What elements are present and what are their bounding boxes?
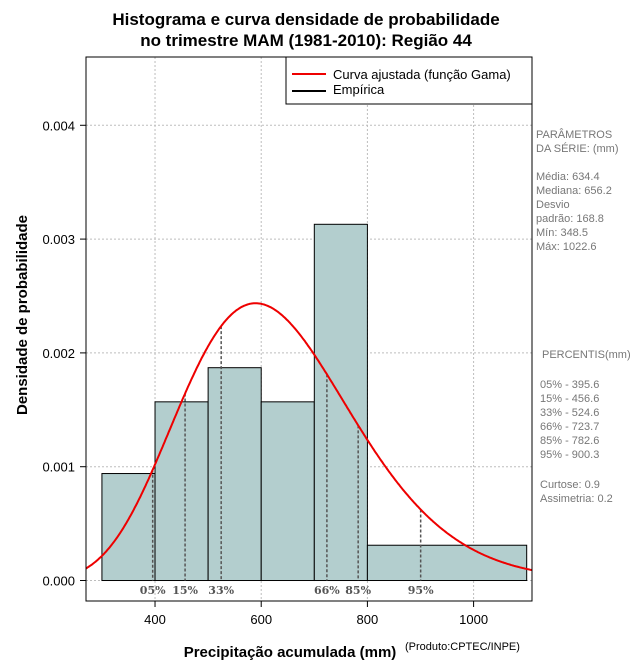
percentile-marker-label: 05% xyxy=(140,584,166,597)
histogram-bar xyxy=(260,401,315,582)
chart-title-line2: no trimestre MAM (1981-2010): Região 44 xyxy=(140,31,472,50)
x-axis: 400 600 800 1000 xyxy=(144,601,488,627)
percentil-15: 15% - 456.6 xyxy=(540,393,599,405)
histogram-bar xyxy=(366,544,528,582)
stat-mean: Média: 634.4 xyxy=(536,171,600,183)
stat-min: Mín: 348.5 xyxy=(536,227,588,239)
percentil-85: 85% - 782.6 xyxy=(540,435,599,447)
percentile-marker-label: 95% xyxy=(408,584,434,597)
y-axis-title: Densidade de probabilidade xyxy=(14,215,31,415)
percentile-markers: 05% 15% 33% 66% 85% 95% xyxy=(140,326,434,597)
histogram-bar xyxy=(101,473,156,582)
percentil-33: 33% - 524.6 xyxy=(540,407,599,419)
y-axis: 0.000 0.001 0.002 0.003 0.004 xyxy=(42,118,86,589)
histogram-bars xyxy=(101,223,528,582)
legend-box xyxy=(285,56,533,105)
stat-sd-value: padrão: 168.8 xyxy=(536,213,604,225)
y-tick-label: 0.004 xyxy=(42,118,75,133)
y-tick-label: 0.002 xyxy=(42,346,75,361)
percentile-marker-label: 66% xyxy=(314,584,340,597)
stat-median: Mediana: 656.2 xyxy=(536,185,612,197)
x-tick-label: 400 xyxy=(144,612,166,627)
legend-label-fit: Curva ajustada (função Gama) xyxy=(333,67,511,82)
x-tick-label: 800 xyxy=(357,612,379,627)
y-tick-label: 0.001 xyxy=(42,460,75,475)
chart-title-line1: Histograma e curva densidade de probabil… xyxy=(112,10,499,29)
params-title-2: DA SÉRIE: (mm) xyxy=(536,142,619,155)
gamma-fit-curve xyxy=(85,302,533,572)
percentile-marker-label: 85% xyxy=(345,584,371,597)
stat-sd-label: Desvio xyxy=(536,199,570,211)
histogram-bar xyxy=(313,223,368,582)
legend: Curva ajustada (função Gama) Empírica xyxy=(285,56,533,105)
x-tick-label: 1000 xyxy=(459,612,488,627)
skewness: Assimetria: 0.2 xyxy=(540,493,613,505)
percentis-title: PERCENTIS(mm) xyxy=(542,349,631,361)
legend-label-empirical: Empírica xyxy=(333,82,385,97)
histogram-bar xyxy=(207,367,262,582)
kurtosis: Curtose: 0.9 xyxy=(540,479,600,491)
y-tick-label: 0.000 xyxy=(42,574,75,589)
percentil-66: 66% - 723.7 xyxy=(540,421,599,433)
percentile-marker-label: 15% xyxy=(172,584,198,597)
series-parameters-panel: PARÂMETROS DA SÉRIE: (mm) Média: 634.4 M… xyxy=(536,128,631,505)
params-title-1: PARÂMETROS xyxy=(536,128,612,141)
percentil-95: 95% - 900.3 xyxy=(540,449,599,461)
x-tick-label: 600 xyxy=(250,612,272,627)
histogram-bar xyxy=(154,401,209,582)
x-axis-title: Precipitação acumulada (mm) xyxy=(184,644,397,660)
credit-text: (Produto:CPTEC/INPE) xyxy=(405,641,520,653)
stat-max: Máx: 1022.6 xyxy=(536,241,597,253)
percentile-marker-label: 33% xyxy=(208,584,234,597)
y-tick-label: 0.003 xyxy=(42,232,75,247)
percentil-05: 05% - 395.6 xyxy=(540,379,599,391)
